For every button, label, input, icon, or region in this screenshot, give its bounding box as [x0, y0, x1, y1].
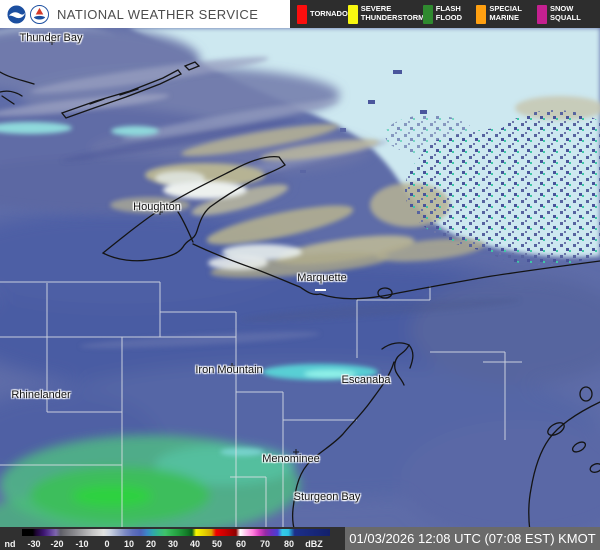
noaa-logo-icon	[7, 4, 26, 24]
colorbar-tick--10: -10	[75, 539, 89, 549]
severe-thunderstorm-label: SEVERE THUNDERSTORM	[360, 4, 425, 22]
city-label-houghton: Houghton	[133, 201, 181, 213]
special-marine-label: SPECIAL MARINE	[489, 4, 522, 22]
colorbar-tick-20: 20	[145, 539, 157, 549]
warning-item-flash-flood: FLASH FLOOD	[422, 4, 477, 24]
colorbar-tick-70: 70	[259, 539, 271, 549]
city-label-iron-mountain: Iron Mountain	[195, 364, 263, 376]
colorbar-tick-nd: nd	[4, 539, 16, 549]
city-label-rhinelander: Rhinelander	[11, 389, 71, 401]
precip-white-patches	[155, 171, 302, 270]
coastlines	[0, 61, 600, 550]
city-label-sturgeon-bay: Sturgeon Bay	[293, 491, 361, 503]
colorbar-tick-40: 40	[189, 539, 201, 549]
colorbar-gradient	[22, 529, 330, 536]
city-markers	[49, 39, 299, 455]
snow-squall-swatch	[537, 4, 548, 24]
precip-speckle-cluster	[300, 70, 600, 265]
colorbar-tick--20: -20	[50, 539, 64, 549]
precip-cyan-streaks	[0, 122, 378, 456]
severe-thunderstorm-swatch	[347, 4, 358, 24]
tornado-label: TORNADO	[310, 8, 348, 18]
colorbar-tick-10: 10	[123, 539, 135, 549]
top-bar: NATIONAL WEATHER SERVICE TORNADO SEVERE …	[0, 0, 600, 28]
timestamp-bar: 01/03/2026 12:08 UTC (07:08 EST) KMOT	[345, 527, 600, 550]
warning-legend: TORNADO SEVERE THUNDERSTORM FLASH FLOOD …	[290, 0, 600, 28]
colorbar-unit-dbz: dBZ	[305, 539, 323, 549]
colorbar-tick--30: -30	[27, 539, 41, 549]
city-label-escanaba: Escanaba	[341, 374, 391, 386]
flash-flood-swatch	[422, 4, 433, 24]
city-label-menominee: Menominee	[262, 453, 320, 465]
special-marine-swatch	[476, 4, 487, 24]
bottom-bar: nd -30 -20 -10 0 10 20 30 40 50 60 70 80…	[0, 527, 600, 550]
colorbar-tick-0: 0	[104, 539, 110, 549]
snow-squall-label: SNOW SQUALL	[550, 4, 581, 22]
agency-banner: NATIONAL WEATHER SERVICE	[0, 0, 290, 28]
colorbar-tick-30: 30	[167, 539, 179, 549]
warning-item-tornado: TORNADO	[297, 4, 348, 24]
tornado-swatch	[297, 4, 307, 24]
nws-logo-icon	[30, 4, 49, 24]
timestamp-text: 01/03/2026 12:08 UTC (07:08 EST) KMOT	[349, 531, 596, 546]
county-lines	[0, 281, 522, 550]
colorbar-tick-50: 50	[211, 539, 223, 549]
flash-flood-label: FLASH FLOOD	[435, 4, 463, 22]
agency-name: NATIONAL WEATHER SERVICE	[57, 6, 259, 22]
warning-item-snow-squall: SNOW SQUALL	[537, 4, 593, 24]
city-label-marquette: Marquette	[297, 272, 347, 284]
colorbar-tick-80: 80	[283, 539, 295, 549]
warning-item-special-marine: SPECIAL MARINE	[476, 4, 537, 24]
warning-item-severe-thunderstorm: SEVERE THUNDERSTORM	[347, 4, 425, 24]
precip-streaks	[0, 56, 520, 349]
colorbar-tick-60: 60	[235, 539, 247, 549]
city-label-thunder-bay: Thunder Bay	[19, 32, 83, 44]
reflectivity-colorbar: nd -30 -20 -10 0 10 20 30 40 50 60 70 80…	[0, 527, 345, 550]
